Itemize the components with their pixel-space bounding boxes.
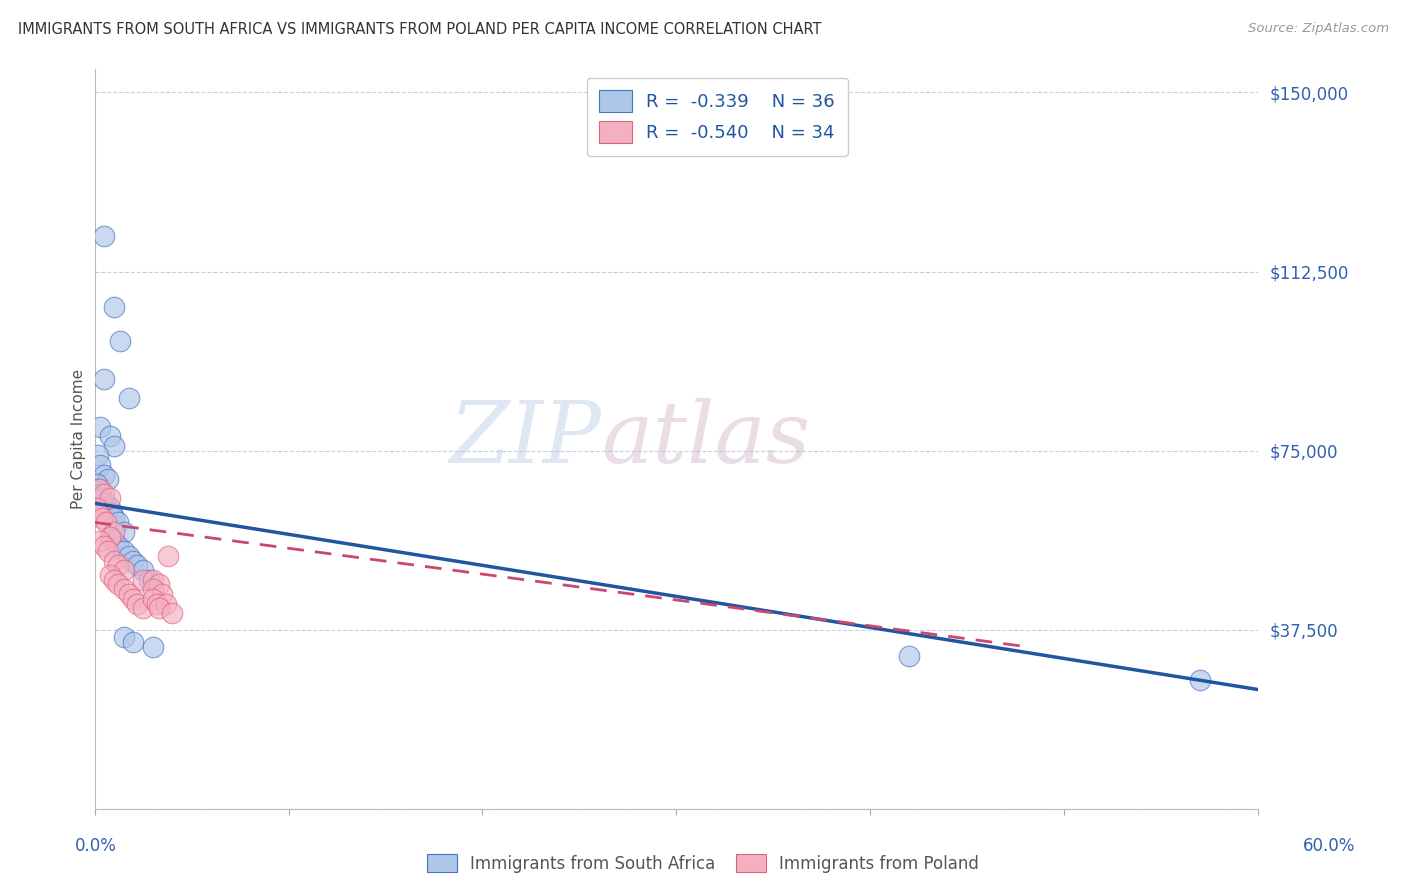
Text: 60.0%: 60.0% [1302, 837, 1355, 855]
Point [132, 601, 155, 615]
Point [98, 429, 121, 443]
Point [103, 534, 125, 549]
Point [112, 630, 135, 644]
Point [89, 486, 111, 500]
Point [145, 597, 167, 611]
Point [160, 606, 183, 620]
Point [142, 591, 165, 606]
Point [98, 491, 121, 506]
Point [122, 591, 145, 606]
Point [86, 501, 108, 516]
Legend: Immigrants from South Africa, Immigrants from Poland: Immigrants from South Africa, Immigrants… [420, 847, 986, 880]
Point [103, 439, 125, 453]
Point [89, 419, 111, 434]
Point [103, 573, 125, 587]
Point [98, 568, 121, 582]
Point [107, 516, 129, 530]
Point [103, 510, 125, 524]
Point [96, 496, 118, 510]
Point [93, 228, 115, 243]
Point [108, 334, 131, 348]
Point [148, 601, 170, 615]
Point [97, 544, 120, 558]
Point [142, 582, 165, 597]
Point [98, 530, 121, 544]
Point [91, 491, 114, 506]
Point [107, 558, 129, 573]
Point [1189, 673, 1212, 687]
Point [107, 539, 129, 553]
Point [148, 577, 170, 591]
Point [98, 530, 121, 544]
Point [118, 391, 141, 405]
Point [112, 544, 135, 558]
Point [127, 597, 149, 611]
Point [118, 549, 141, 563]
Point [142, 640, 165, 654]
Point [93, 539, 115, 553]
Point [86, 477, 108, 491]
Point [112, 524, 135, 539]
Point [96, 516, 118, 530]
Point [103, 524, 125, 539]
Point [132, 573, 155, 587]
Point [93, 486, 115, 500]
Point [118, 587, 141, 601]
Text: ZIP: ZIP [449, 398, 600, 480]
Text: Source: ZipAtlas.com: Source: ZipAtlas.com [1249, 22, 1389, 36]
Text: IMMIGRANTS FROM SOUTH AFRICA VS IMMIGRANTS FROM POLAND PER CAPITA INCOME CORRELA: IMMIGRANTS FROM SOUTH AFRICA VS IMMIGRAN… [18, 22, 821, 37]
Point [93, 467, 115, 482]
Point [91, 510, 114, 524]
Point [898, 649, 921, 664]
Point [87, 449, 110, 463]
Point [122, 635, 145, 649]
Text: atlas: atlas [600, 398, 810, 480]
Y-axis label: Per Capita Income: Per Capita Income [72, 368, 86, 508]
Text: 0.0%: 0.0% [75, 837, 117, 855]
Point [127, 558, 149, 573]
Point [152, 587, 174, 601]
Point [103, 301, 125, 315]
Point [132, 563, 155, 577]
Point [89, 482, 111, 496]
Point [89, 534, 111, 549]
Point [142, 573, 165, 587]
Point [138, 573, 160, 587]
Point [107, 577, 129, 591]
Point [93, 372, 115, 386]
Point [89, 458, 111, 472]
Point [155, 597, 177, 611]
Point [98, 501, 121, 516]
Point [157, 549, 180, 563]
Point [112, 582, 135, 597]
Point [101, 506, 124, 520]
Point [87, 482, 110, 496]
Point [122, 553, 145, 567]
Point [97, 472, 120, 486]
Point [87, 506, 110, 520]
Point [103, 553, 125, 567]
Legend: R =  -0.339    N = 36, R =  -0.540    N = 34: R = -0.339 N = 36, R = -0.540 N = 34 [586, 78, 848, 156]
Point [112, 563, 135, 577]
